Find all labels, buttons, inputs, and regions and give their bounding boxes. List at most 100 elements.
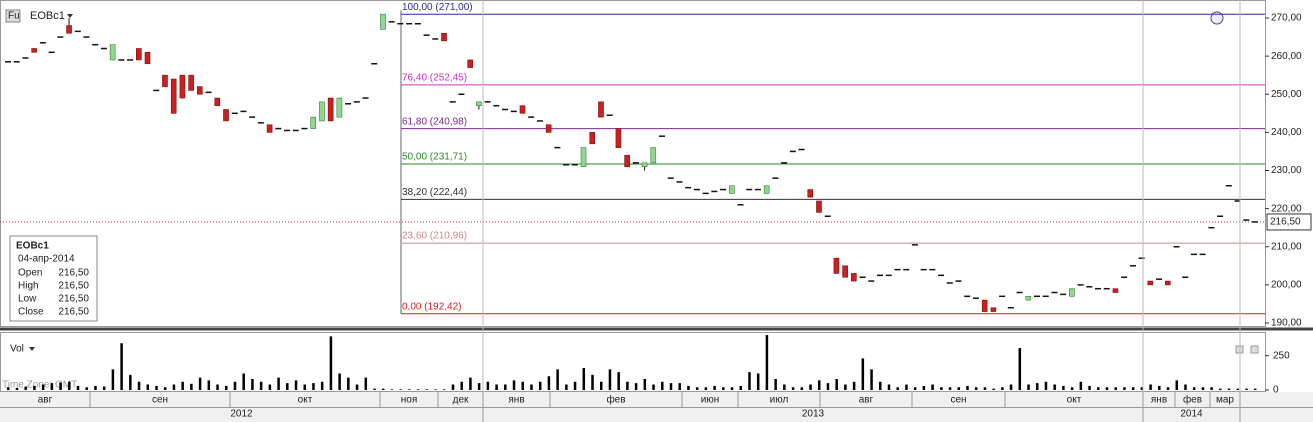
dropdown-arrow[interactable] — [29, 347, 35, 351]
volume-label[interactable]: Vol — [10, 344, 24, 355]
panel-button[interactable] — [1250, 345, 1259, 354]
month-label: фев — [606, 394, 625, 406]
month-label: окт — [1067, 395, 1082, 406]
volume-bar — [259, 381, 263, 390]
volume-bar — [678, 383, 681, 390]
volume-bar — [460, 381, 463, 390]
candle-body — [807, 189, 814, 198]
info-value: 216,50 — [58, 281, 89, 292]
volume-bar — [791, 387, 795, 390]
volume-bar — [1079, 381, 1083, 390]
volume-bar — [277, 377, 280, 390]
volume-bar — [521, 381, 524, 390]
month-label: авг — [38, 395, 53, 406]
symbol-label[interactable]: EOBc1 — [30, 10, 65, 22]
volume-bar — [722, 387, 725, 390]
volume-bar — [1245, 388, 1248, 390]
volume-bar — [1201, 387, 1205, 390]
volume-bar — [1184, 384, 1187, 390]
candle-body — [179, 74, 186, 99]
y-tick-label: 0 — [1273, 385, 1279, 396]
volume-bar — [338, 373, 341, 390]
last-price-label: 216,50 — [1270, 217, 1301, 228]
volume-bar — [530, 384, 533, 390]
volume-bar — [931, 384, 934, 390]
last-price-tag — [1266, 213, 1312, 231]
volume-bar — [163, 387, 167, 390]
month-label: янв — [1151, 395, 1167, 406]
volume-bar — [329, 336, 333, 390]
y-tick-label: 220,00 — [1271, 203, 1302, 214]
candle-body — [188, 74, 194, 91]
volume-bar — [33, 385, 36, 390]
month-label: дек — [453, 395, 469, 406]
volume-bar — [451, 384, 455, 390]
volume-bar — [983, 387, 987, 390]
info-box: EOBc1 04-апр-2014 Open 216,50 High 216,50 Low 2… — [9, 235, 98, 322]
volume-bar — [408, 389, 411, 390]
volume-bar — [381, 388, 385, 390]
time-zone: Time Zone: GMT — [2, 380, 77, 391]
fu-icon[interactable] — [5, 9, 21, 23]
dropdown-arrow[interactable] — [67, 14, 73, 18]
volume-bar — [1018, 348, 1022, 390]
volume-bar — [905, 384, 908, 390]
volume-bar — [486, 381, 490, 390]
volume-bar — [1140, 387, 1144, 390]
zoom-button[interactable] — [1210, 11, 1224, 25]
volume-bar — [1105, 387, 1109, 390]
month-label: авг — [859, 395, 874, 406]
volume-bar — [756, 373, 760, 390]
info-frame — [9, 235, 98, 322]
candle-body — [380, 13, 386, 30]
candle-body — [641, 162, 648, 167]
candle-body — [1147, 280, 1154, 286]
price-panel — [0, 0, 1266, 327]
volume-bar — [800, 387, 804, 390]
volume-bar — [817, 380, 821, 390]
volume-bar — [207, 380, 211, 390]
volume-bar — [320, 381, 324, 390]
volume-bar — [294, 380, 298, 390]
volume-bar — [1192, 387, 1196, 390]
volume-bar — [643, 379, 647, 390]
volume-bar — [1254, 388, 1257, 390]
volume-bar — [1158, 385, 1161, 390]
y-tick-label: 270,00 — [1271, 13, 1302, 24]
volume-bar — [1114, 387, 1117, 390]
volume-bar — [809, 384, 812, 390]
candle-body — [336, 97, 343, 118]
volume-bar — [1027, 384, 1030, 390]
month-label: мар — [1216, 395, 1234, 406]
y-tick-label: 250,00 — [1271, 89, 1302, 100]
volume-bar — [940, 387, 943, 390]
candle-body — [1112, 288, 1119, 293]
volume-bar — [312, 383, 315, 390]
volume-bar — [1035, 383, 1039, 390]
volume-bar — [1088, 385, 1091, 390]
candle-body — [615, 128, 622, 148]
volume-bar — [94, 385, 97, 390]
candle-body — [170, 78, 177, 114]
candle-body — [467, 59, 473, 68]
volume-bar — [922, 385, 926, 390]
volume-bar — [146, 384, 150, 390]
volume-bar — [844, 384, 847, 390]
volume-bar — [704, 387, 708, 390]
fib-label: 50,00 (231,71) — [402, 152, 467, 163]
volume-bar — [1219, 388, 1222, 390]
volume-bar — [286, 383, 289, 390]
candle-body — [162, 74, 168, 87]
volume-bar — [774, 379, 777, 390]
volume-bar — [181, 381, 184, 390]
y-tick-label: 200,00 — [1271, 280, 1302, 291]
volume-bar — [242, 373, 245, 390]
volume-bar — [687, 385, 690, 390]
volume-bar — [1009, 384, 1013, 390]
candle-body — [816, 200, 822, 213]
volume-bar — [198, 377, 202, 390]
y-tick-label: 190,00 — [1271, 318, 1302, 329]
candle-body — [1069, 288, 1075, 297]
